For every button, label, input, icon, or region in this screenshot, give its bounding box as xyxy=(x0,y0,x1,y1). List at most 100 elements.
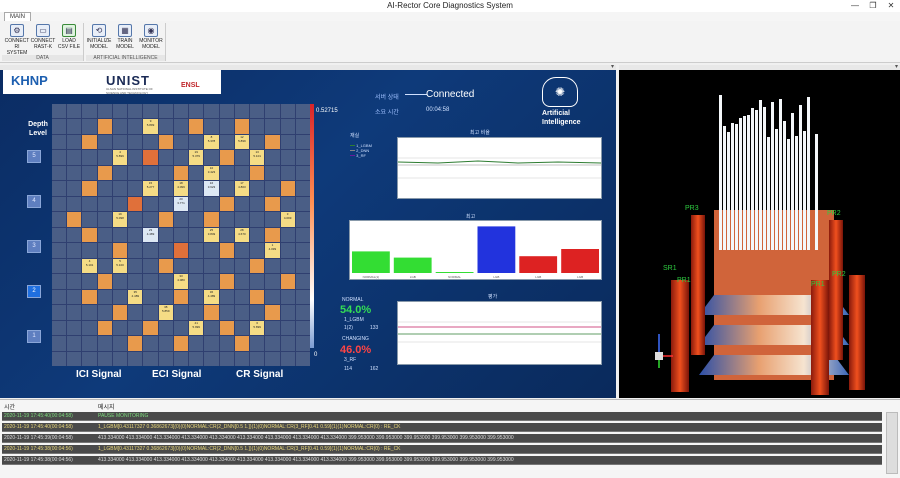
grid-cell[interactable] xyxy=(219,243,234,258)
grid-cell[interactable] xyxy=(250,181,265,196)
grid-cell[interactable] xyxy=(173,336,189,351)
grid-cell[interactable] xyxy=(280,119,295,134)
grid-cell[interactable] xyxy=(97,165,112,181)
grid-cell[interactable] xyxy=(52,305,67,320)
grid-cell[interactable] xyxy=(128,305,143,320)
grid-cell[interactable] xyxy=(67,351,82,366)
grid-cell[interactable] xyxy=(204,305,219,320)
grid-cell[interactable] xyxy=(204,196,219,212)
log-row[interactable]: 2020-11-19 17:45:38(00:04:56) 413.334000 … xyxy=(2,456,882,465)
grid-cell[interactable]: 36 4.489 xyxy=(204,289,219,305)
grid-cell[interactable] xyxy=(173,351,189,366)
grid-cell[interactable] xyxy=(82,104,97,119)
grid-cell[interactable] xyxy=(82,227,97,243)
grid-cell[interactable] xyxy=(97,181,112,196)
ici-signal-label[interactable]: ICI Signal xyxy=(76,369,122,380)
grid-cell[interactable] xyxy=(143,134,158,150)
grid-cell[interactable] xyxy=(158,227,173,243)
grid-cell[interactable] xyxy=(265,336,280,351)
grid-cell[interactable] xyxy=(265,181,280,196)
grid-cell[interactable] xyxy=(112,289,128,305)
grid-cell[interactable] xyxy=(128,336,143,351)
grid-cell[interactable] xyxy=(219,258,234,274)
grid-cell[interactable] xyxy=(143,150,158,165)
grid-cell[interactable] xyxy=(265,320,280,336)
grid-cell[interactable] xyxy=(250,289,265,305)
monitor-model-button[interactable]: ◉ MONITOR MODEL xyxy=(139,24,163,50)
grid-cell[interactable] xyxy=(234,165,250,181)
grid-cell[interactable]: 19 5.379 xyxy=(189,150,204,165)
grid-cell[interactable] xyxy=(52,134,67,150)
grid-cell[interactable] xyxy=(52,196,67,212)
grid-cell[interactable] xyxy=(67,289,82,305)
grid-cell[interactable] xyxy=(82,134,97,150)
grid-cell[interactable] xyxy=(97,336,112,351)
log-row[interactable]: 2020-11-19 17:45:38(00:04:56) 1_LGBM[0.43… xyxy=(2,445,882,454)
grid-cell[interactable] xyxy=(219,320,234,336)
grid-cell[interactable]: 25 3.849 xyxy=(204,227,219,243)
grid-cell[interactable] xyxy=(234,212,250,227)
grid-cell[interactable] xyxy=(234,150,250,165)
grid-cell[interactable] xyxy=(189,227,204,243)
grid-cell[interactable] xyxy=(67,336,82,351)
grid-cell[interactable] xyxy=(189,258,204,274)
grid-cell[interactable] xyxy=(265,274,280,289)
grid-cell[interactable] xyxy=(250,243,265,258)
grid-cell[interactable]: 17 4.803 xyxy=(234,181,250,196)
grid-cell[interactable] xyxy=(295,258,310,274)
grid-cell[interactable]: 3 4.099 xyxy=(280,212,295,227)
grid-cell[interactable] xyxy=(234,320,250,336)
grid-cell[interactable] xyxy=(295,243,310,258)
grid-cell[interactable] xyxy=(265,196,280,212)
grid-cell[interactable] xyxy=(250,165,265,181)
grid-cell[interactable] xyxy=(82,243,97,258)
grid-cell[interactable] xyxy=(97,258,112,274)
grid-cell[interactable] xyxy=(143,196,158,212)
grid-cell[interactable] xyxy=(52,150,67,165)
grid-cell[interactable] xyxy=(158,119,173,134)
grid-cell[interactable] xyxy=(280,320,295,336)
connect-rast-k-button[interactable]: ▭ CONNECT RAST-K xyxy=(30,24,56,50)
grid-cell[interactable] xyxy=(173,320,189,336)
grid-cell[interactable] xyxy=(189,212,204,227)
grid-cell[interactable] xyxy=(204,258,219,274)
grid-cell[interactable] xyxy=(97,274,112,289)
grid-cell[interactable] xyxy=(173,134,189,150)
grid-cell[interactable] xyxy=(112,104,128,119)
grid-cell[interactable] xyxy=(280,289,295,305)
grid-cell[interactable] xyxy=(189,274,204,289)
grid-cell[interactable] xyxy=(250,134,265,150)
grid-cell[interactable] xyxy=(112,320,128,336)
grid-cell[interactable] xyxy=(128,165,143,181)
grid-cell[interactable] xyxy=(112,351,128,366)
grid-cell[interactable]: 1 4.099 xyxy=(265,243,280,258)
grid-cell[interactable] xyxy=(143,243,158,258)
grid-cell[interactable] xyxy=(265,134,280,150)
grid-cell[interactable] xyxy=(128,134,143,150)
log-scrollbar[interactable] xyxy=(886,412,898,474)
grid-cell[interactable]: 12 5.899 xyxy=(234,134,250,150)
grid-cell[interactable] xyxy=(67,104,82,119)
grid-cell[interactable] xyxy=(158,243,173,258)
grid-cell[interactable]: 23 4.489 xyxy=(143,227,158,243)
grid-cell[interactable] xyxy=(295,351,310,366)
grid-cell[interactable] xyxy=(295,104,310,119)
grid-cell[interactable] xyxy=(234,336,250,351)
grid-cell[interactable] xyxy=(295,119,310,134)
train-model-button[interactable]: ▦ TRAIN MODEL xyxy=(116,24,134,50)
grid-cell[interactable] xyxy=(189,305,204,320)
tab-main[interactable]: MAIN xyxy=(4,12,31,21)
grid-cell[interactable] xyxy=(143,289,158,305)
grid-cell[interactable] xyxy=(128,150,143,165)
grid-cell[interactable] xyxy=(189,181,204,196)
grid-cell[interactable] xyxy=(295,165,310,181)
grid-cell[interactable]: 33 4.080 xyxy=(173,274,189,289)
grid-cell[interactable] xyxy=(52,104,67,119)
grid-cell[interactable] xyxy=(82,150,97,165)
grid-cell[interactable] xyxy=(265,258,280,274)
grid-cell[interactable] xyxy=(67,274,82,289)
grid-cell[interactable] xyxy=(158,181,173,196)
grid-cell[interactable]: 35 4.489 xyxy=(128,289,143,305)
grid-cell[interactable] xyxy=(280,104,295,119)
grid-cell[interactable] xyxy=(250,274,265,289)
